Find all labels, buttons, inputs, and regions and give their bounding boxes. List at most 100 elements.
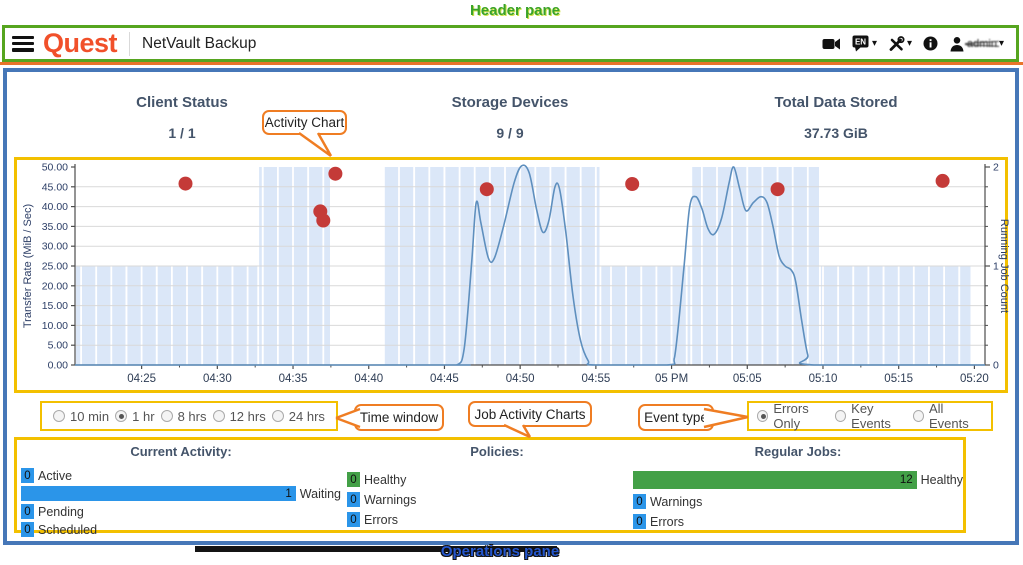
app-title: NetVault Backup	[142, 34, 257, 52]
stat-total-data-stored: Total Data Stored 37.73 GiB	[736, 94, 936, 141]
regular-jobs-chart: Regular Jobs: 12 Healthy 0 Warnings 0 Errors	[633, 444, 963, 529]
user-icon	[950, 36, 964, 51]
annotation-job-activity-charts: Job Activity Charts	[468, 401, 592, 427]
svg-text:04:35: 04:35	[279, 373, 308, 385]
svg-text:05:15: 05:15	[884, 373, 913, 385]
callout-tail	[703, 407, 749, 429]
bar-label: Errors	[650, 514, 685, 529]
time-window-1-hr[interactable]: 1 hr	[115, 408, 155, 424]
panel-title: Regular Jobs:	[754, 444, 842, 459]
user-menu[interactable]: admin ▾	[949, 36, 1004, 52]
header-pane: Quest NetVault Backup EN ▾	[2, 25, 1019, 62]
svg-text:1: 1	[993, 261, 999, 273]
value-bar[interactable]: 12	[633, 471, 917, 489]
bar-label: Warnings	[364, 492, 417, 507]
radio-icon[interactable]	[271, 410, 284, 422]
radio-label: Errors Only	[773, 401, 809, 431]
stat-label: Storage Devices	[451, 94, 569, 111]
svg-text:35.00: 35.00	[42, 221, 68, 233]
value-bar[interactable]: 0	[21, 504, 34, 519]
chevron-down-icon: ▾	[871, 37, 877, 49]
radio-selected-icon[interactable]	[115, 410, 128, 422]
bar-label: Scheduled	[38, 522, 98, 537]
svg-text:04:30: 04:30	[203, 373, 232, 385]
tools-menu[interactable]: ▾	[888, 35, 912, 52]
stat-label: Client Status	[136, 94, 228, 111]
radio-label: 1 hr	[132, 408, 155, 424]
time-window-24-hrs[interactable]: 24 hrs	[271, 408, 325, 424]
stat-value[interactable]: 1 / 1	[168, 125, 196, 141]
radio-icon[interactable]	[53, 410, 66, 422]
activity-bar-row: 0 Scheduled	[21, 522, 341, 537]
video-camera-icon[interactable]	[822, 37, 841, 51]
redaction-bar	[195, 546, 557, 552]
policies-chart: Policies: 0 Healthy 0 Warnings 0 Errors	[347, 444, 647, 527]
quest-logo[interactable]: Quest	[43, 28, 118, 58]
value-bar[interactable]: 0	[347, 492, 360, 507]
svg-text:15.00: 15.00	[42, 300, 68, 312]
event-type-key-events[interactable]: Key Events	[834, 401, 913, 431]
radio-label: 10 min	[70, 408, 110, 424]
time-window-group: 10 min 1 hr 8 hrs 12 hrs 24 hrs	[40, 401, 338, 431]
value-bar[interactable]: 1	[21, 486, 296, 501]
time-window-10-min[interactable]: 10 min	[53, 409, 109, 424]
info-icon[interactable]	[923, 36, 938, 51]
svg-text:Running Job Count: Running Job Count	[998, 219, 1010, 313]
bar-label: Waiting	[299, 486, 341, 501]
annotation-operations-pane: Operations pane	[440, 543, 560, 560]
svg-text:2: 2	[993, 162, 999, 174]
activity-bar-row: 0 Errors	[347, 512, 647, 527]
radio-icon[interactable]	[912, 410, 924, 422]
radio-icon[interactable]	[834, 410, 847, 422]
time-window-12-hrs[interactable]: 12 hrs	[212, 409, 266, 424]
activity-bar-row: 0 Errors	[633, 514, 963, 529]
chevron-down-icon: ▾	[906, 37, 912, 49]
svg-text:45.00: 45.00	[42, 181, 68, 193]
bar-label: Healthy	[920, 473, 963, 487]
radio-label: Key Events	[851, 401, 891, 431]
panel-title: Current Activity:	[130, 444, 232, 459]
value-bar[interactable]: 0	[347, 512, 360, 527]
svg-text:04:40: 04:40	[354, 373, 383, 385]
event-type-all-events[interactable]: All Events	[912, 401, 983, 431]
bar-value: 0	[24, 505, 31, 518]
svg-text:0.00: 0.00	[48, 360, 69, 372]
job-activity-panel: Current Activity: 0 Active 1 Waiting 0 Pendin…	[14, 437, 966, 537]
bar-value: 0	[24, 469, 31, 482]
header-actions: EN ▾ ▾	[822, 35, 1004, 52]
radio-selected-icon[interactable]	[757, 410, 769, 422]
activity-bar-row: 1 Waiting	[21, 486, 341, 501]
value-bar[interactable]: 0	[633, 494, 646, 509]
language-code: EN	[855, 38, 866, 47]
svg-text:04:55: 04:55	[581, 373, 610, 385]
radio-icon[interactable]	[212, 410, 225, 422]
language-menu[interactable]: EN ▾	[852, 35, 877, 52]
stat-value[interactable]: 9 / 9	[496, 125, 524, 141]
menu-icon[interactable]	[12, 35, 34, 52]
annotation-event-type: Event type	[638, 404, 714, 431]
svg-text:05:05: 05:05	[733, 373, 762, 385]
stat-value[interactable]: 37.73 GiB	[804, 125, 868, 141]
svg-text:25.00: 25.00	[42, 261, 68, 273]
time-window-8-hrs[interactable]: 8 hrs	[160, 409, 207, 424]
value-bar[interactable]: 0	[347, 472, 360, 487]
orange-divider-rule	[0, 62, 1023, 65]
bar-label: Healthy	[364, 472, 407, 487]
bar-value: 1	[285, 487, 292, 500]
svg-text:20.00: 20.00	[42, 280, 68, 292]
bar-value: 0	[350, 473, 357, 486]
radio-label: 24 hrs	[288, 408, 325, 424]
value-bar[interactable]: 0	[21, 468, 34, 483]
activity-bar-row: 0 Active	[21, 468, 341, 483]
event-type-errors-only[interactable]: Errors Only	[757, 401, 835, 431]
svg-text:05:10: 05:10	[809, 373, 838, 385]
value-bar[interactable]: 0	[633, 514, 646, 529]
panel-title: Policies:	[470, 444, 524, 459]
value-bar[interactable]: 0	[21, 522, 34, 537]
activity-bar-row: 0 Healthy	[347, 472, 647, 487]
current-activity-chart: Current Activity: 0 Active 1 Waiting 0 Pendin…	[21, 444, 341, 537]
radio-icon[interactable]	[160, 410, 173, 422]
annotation-header-pane: Header pane	[469, 2, 561, 19]
bar-value: 12	[899, 474, 913, 486]
